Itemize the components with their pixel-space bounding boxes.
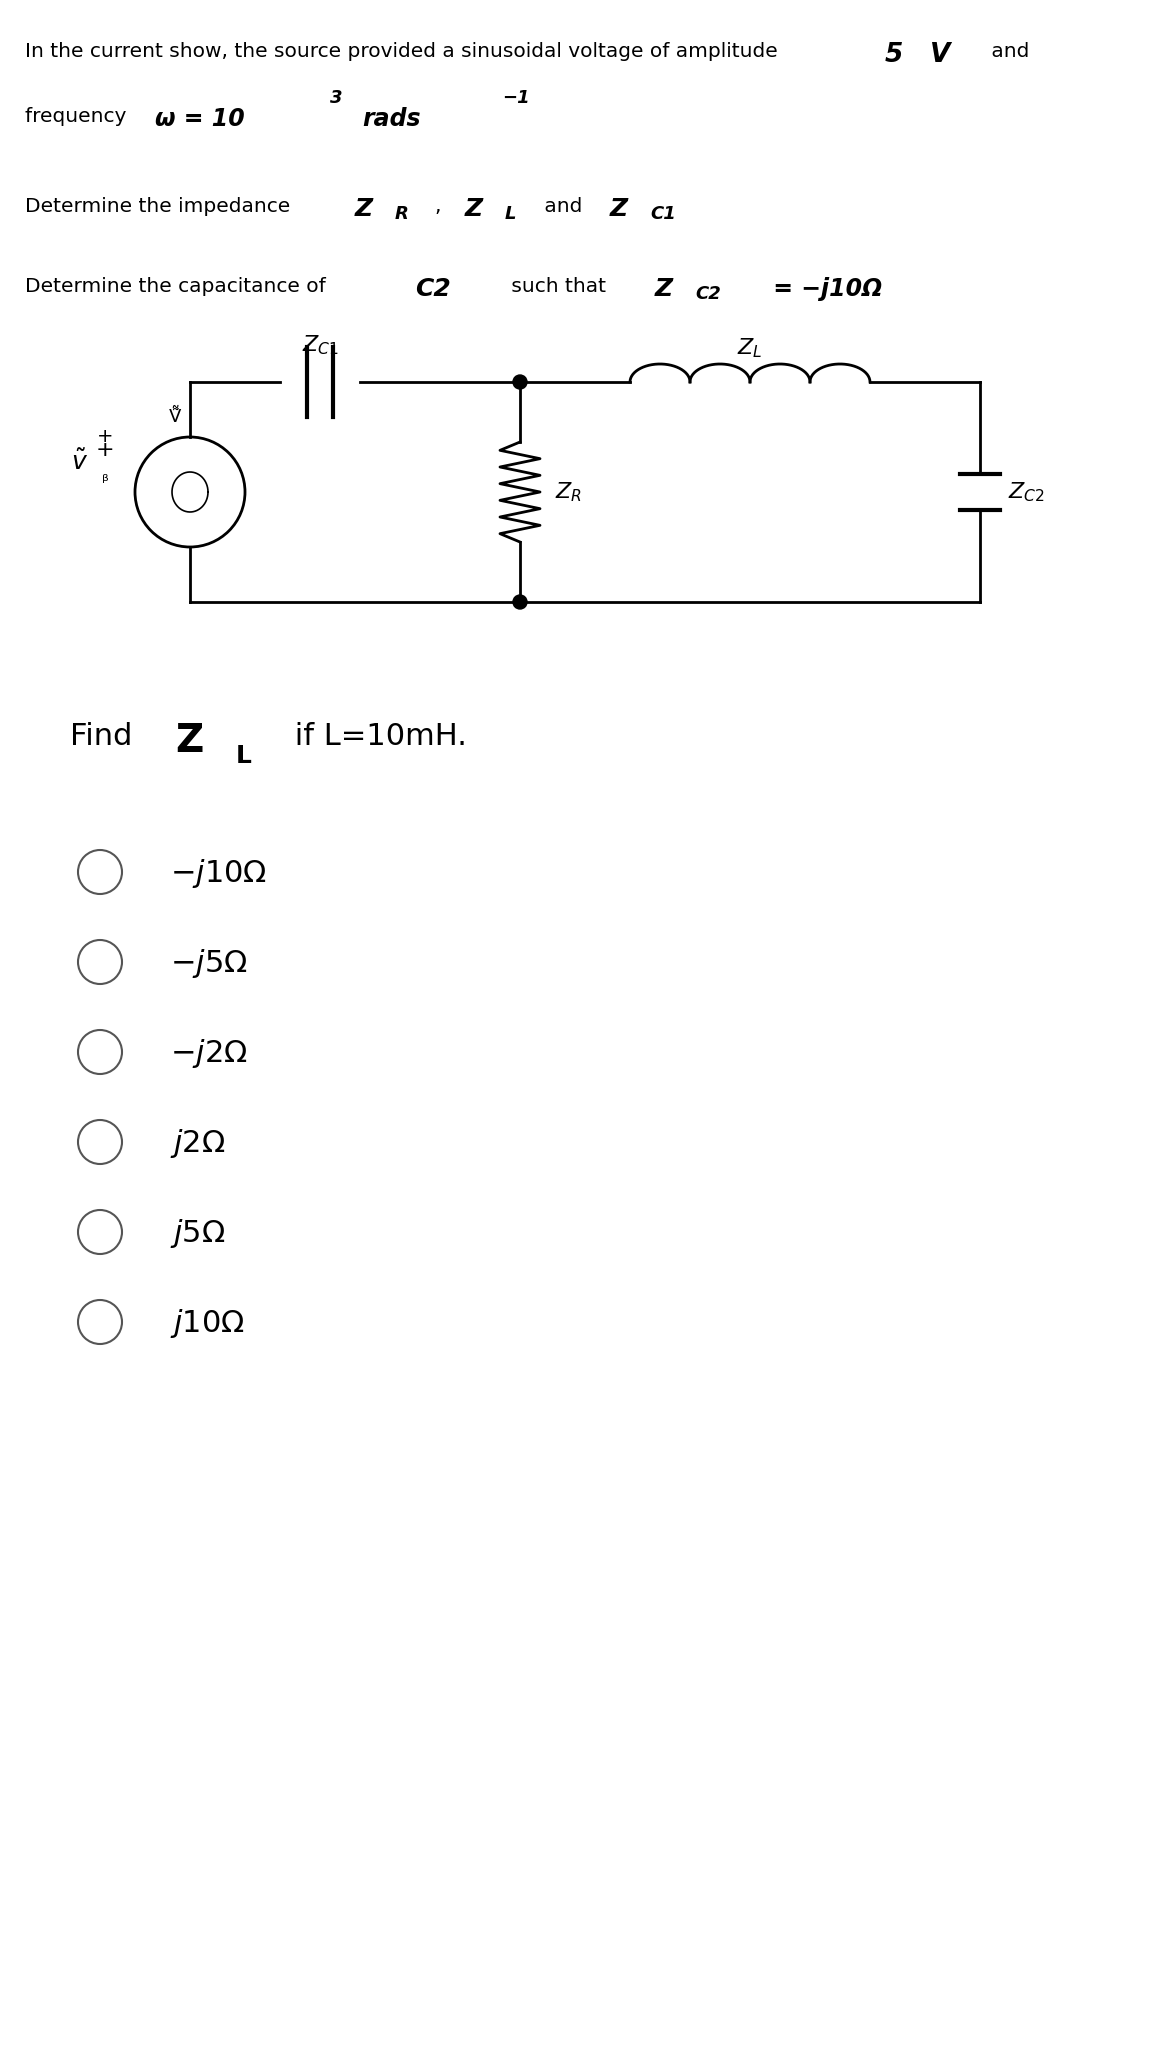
- Text: +: +: [97, 427, 113, 447]
- Text: 3: 3: [331, 88, 342, 107]
- Text: $\mathbf{Z}$: $\mathbf{Z}$: [175, 722, 203, 759]
- Text: In the current show, the source provided a sinusoidal voltage of amplitude: In the current show, the source provided…: [25, 41, 784, 62]
- Text: = −j10Ω: = −j10Ω: [765, 277, 882, 302]
- Text: $−j10Ω$: $−j10Ω$: [171, 858, 267, 891]
- Text: C1: C1: [651, 205, 676, 224]
- Text: $−j5Ω$: $−j5Ω$: [171, 948, 248, 981]
- Text: Find: Find: [70, 722, 142, 751]
- Text: Ṽ̃: Ṽ̃: [169, 408, 181, 427]
- Text: frequency: frequency: [25, 107, 133, 125]
- Text: $\tilde{v}$: $\tilde{v}$: [71, 449, 89, 474]
- Text: $\mathbf{L}$: $\mathbf{L}$: [235, 745, 252, 767]
- Text: Z: Z: [355, 197, 373, 222]
- Text: −1: −1: [502, 88, 529, 107]
- Text: Z: Z: [465, 197, 484, 222]
- Text: $j10Ω$: $j10Ω$: [171, 1307, 245, 1340]
- Text: ,: ,: [434, 197, 454, 215]
- Text: $Z_R$: $Z_R$: [555, 480, 582, 505]
- Text: R: R: [395, 205, 409, 224]
- Text: $j2Ω$: $j2Ω$: [171, 1127, 225, 1159]
- Text: +: +: [96, 439, 114, 460]
- Text: $Z_{C2}$: $Z_{C2}$: [1008, 480, 1045, 505]
- Text: $Z_L$: $Z_L$: [737, 337, 763, 359]
- Text: Determine the capacitance of: Determine the capacitance of: [25, 277, 332, 295]
- Text: Z: Z: [655, 277, 673, 302]
- Text: $j5Ω$: $j5Ω$: [171, 1217, 225, 1250]
- Text: C2: C2: [415, 277, 451, 302]
- Text: $Z_{C1}$: $Z_{C1}$: [301, 332, 339, 357]
- Text: if L=10mH.: if L=10mH.: [285, 722, 467, 751]
- Text: 5: 5: [885, 41, 903, 68]
- Text: rads: rads: [362, 107, 420, 131]
- Text: L: L: [505, 205, 516, 224]
- Text: and: and: [538, 197, 589, 215]
- Text: ᵝ: ᵝ: [102, 474, 109, 490]
- Text: C2: C2: [695, 285, 721, 304]
- Circle shape: [513, 595, 527, 609]
- Text: ω = 10: ω = 10: [155, 107, 245, 131]
- Text: Z: Z: [610, 197, 628, 222]
- Text: $−j2Ω$: $−j2Ω$: [171, 1036, 248, 1069]
- Text: V: V: [930, 41, 951, 68]
- Text: such that: such that: [505, 277, 612, 295]
- Text: and: and: [985, 41, 1029, 62]
- Text: Determine the impedance: Determine the impedance: [25, 197, 297, 215]
- Circle shape: [513, 376, 527, 390]
